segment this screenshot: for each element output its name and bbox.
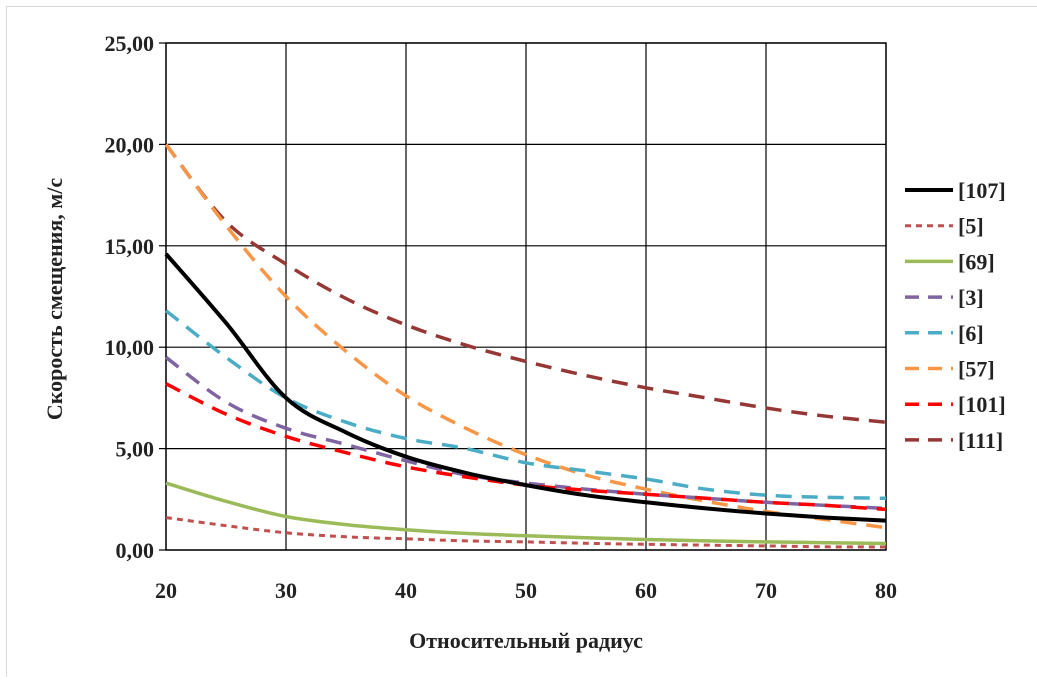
legend-label-107: [107] xyxy=(958,178,1006,203)
legend-label-6: [6] xyxy=(958,321,984,346)
y-tick-label: 5,00 xyxy=(116,437,155,462)
x-axis-label: Относительный радиус xyxy=(409,628,643,653)
frame-border-left xyxy=(6,6,7,677)
legend-label-101: [101] xyxy=(958,392,1006,417)
frame-border-top xyxy=(6,6,1037,7)
legend-label-57: [57] xyxy=(958,357,995,382)
x-tick-label: 70 xyxy=(755,578,777,603)
y-tick-label: 10,00 xyxy=(105,335,155,360)
legend-label-5: [5] xyxy=(958,214,984,239)
legend-label-111: [111] xyxy=(958,428,1003,453)
y-tick-label: 15,00 xyxy=(105,234,155,259)
y-tick-label: 25,00 xyxy=(105,31,155,56)
legend: [107] [5] [69] [3] [6] [57] [101] [111] xyxy=(905,178,1006,453)
y-tick-label: 20,00 xyxy=(105,132,155,157)
x-tick-label: 80 xyxy=(875,578,897,603)
y-tick-label: 0,00 xyxy=(116,538,155,563)
grid-layer xyxy=(166,43,886,550)
x-tick-label: 20 xyxy=(155,578,177,603)
legend-label-69: [69] xyxy=(958,249,995,274)
x-tick-label: 40 xyxy=(395,578,417,603)
y-axis-label: Скорость смещения, м/с xyxy=(42,178,67,420)
x-tick-label: 30 xyxy=(275,578,297,603)
x-tick-label: 60 xyxy=(635,578,657,603)
legend-label-3: [3] xyxy=(958,285,984,310)
x-tick-label: 50 xyxy=(515,578,537,603)
